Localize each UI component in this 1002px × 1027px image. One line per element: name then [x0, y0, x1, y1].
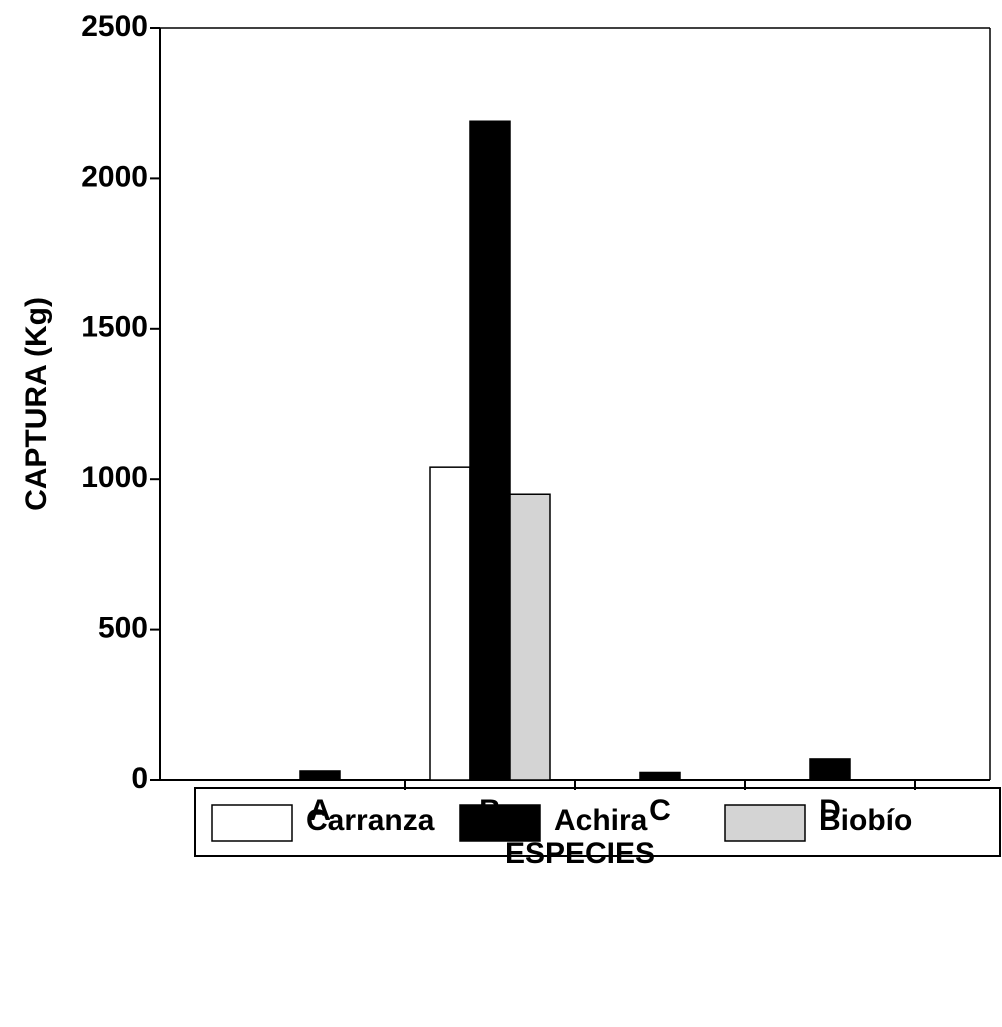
legend-swatch: [459, 804, 541, 842]
legend-label: Carranza: [306, 804, 435, 837]
bar: [809, 758, 851, 781]
y-tick-label: 2500: [81, 10, 148, 43]
legend-swatch: [724, 804, 806, 842]
legend-swatch: [211, 804, 293, 842]
bar: [509, 493, 551, 781]
x-axis-title: ESPECIES: [505, 837, 655, 870]
bar: [469, 120, 511, 781]
y-tick-label: 1000: [81, 461, 148, 494]
y-tick-label: 500: [98, 612, 148, 645]
y-tick-label: 2000: [81, 160, 148, 193]
legend-label: Biobío: [819, 804, 912, 837]
x-tick-label: D: [819, 794, 841, 827]
y-tick-label: 0: [131, 762, 148, 795]
x-tick-label: A: [309, 794, 331, 827]
bar: [429, 466, 471, 781]
y-tick-label: 1500: [81, 311, 148, 344]
bar: [639, 771, 681, 781]
y-axis-title: CAPTURA (Kg): [20, 297, 53, 511]
legend-label: Achira: [554, 804, 648, 837]
bar: [299, 770, 341, 781]
x-tick-label: C: [649, 794, 671, 827]
legend-box: [194, 787, 1001, 857]
